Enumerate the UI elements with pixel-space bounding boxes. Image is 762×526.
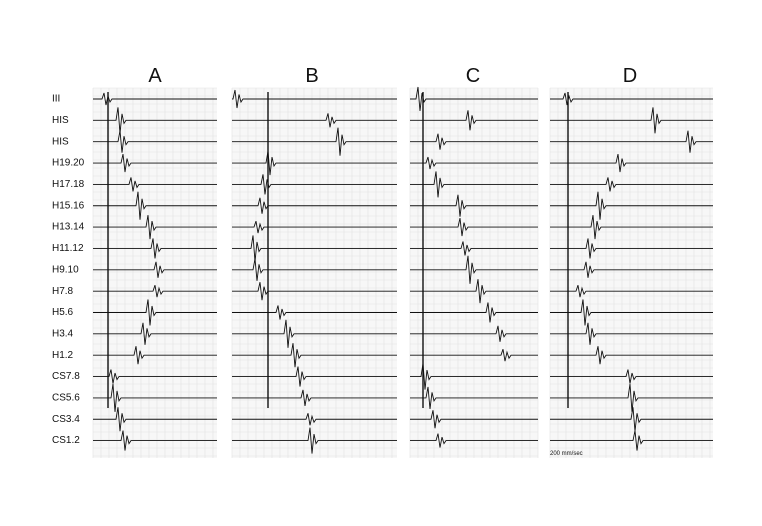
trace (410, 86, 538, 112)
channel-label: CS3.4 (52, 414, 80, 425)
trace (550, 346, 713, 365)
trace (232, 220, 397, 234)
trace (93, 107, 217, 134)
trace (93, 238, 217, 259)
channel-label: CS5.6 (52, 393, 80, 404)
channel-label: H15.16 (52, 200, 85, 211)
trace (410, 386, 538, 409)
trace (550, 369, 713, 384)
panel-label: A (148, 65, 162, 87)
trace (410, 349, 538, 362)
trace (93, 177, 217, 192)
trace (410, 171, 538, 198)
trace (410, 410, 538, 429)
trace (550, 215, 713, 240)
trace (550, 383, 713, 412)
trace (410, 218, 538, 237)
trace (232, 150, 397, 176)
trace-panel (93, 88, 217, 458)
trace (550, 299, 713, 326)
channel-label: HIS (52, 115, 69, 126)
trace (93, 153, 217, 173)
trace (410, 325, 538, 342)
channel-label: III (52, 94, 60, 105)
scale-label: 200 mm/sec (550, 451, 583, 457)
trace (93, 191, 217, 220)
trace (232, 389, 397, 406)
trace (550, 107, 713, 134)
trace (550, 285, 713, 298)
channel-label: H17.18 (52, 179, 85, 190)
trace (232, 305, 397, 320)
channel-label: CS7.8 (52, 371, 80, 382)
channel-label: H7.8 (52, 286, 74, 297)
trace (550, 191, 713, 220)
trace (410, 241, 538, 256)
channel-label: HIS (52, 136, 69, 147)
trace (93, 369, 217, 384)
trace (550, 130, 713, 153)
trace-panel (232, 88, 397, 458)
trace (410, 194, 538, 217)
panel-label: B (305, 65, 318, 87)
trace (232, 113, 397, 128)
trace (232, 427, 397, 454)
trace (410, 156, 538, 170)
trace (410, 433, 538, 448)
trace (550, 153, 713, 173)
trace (550, 322, 713, 345)
channel-label: H3.4 (52, 328, 74, 339)
trace (232, 89, 397, 109)
channel-label: CS1.2 (52, 435, 80, 446)
channel-label: H11.12 (52, 243, 84, 254)
trace (550, 177, 713, 192)
channel-label: H5.6 (52, 307, 74, 318)
trace (410, 110, 538, 131)
trace (550, 430, 713, 451)
trace (232, 235, 397, 262)
trace (410, 363, 538, 390)
trace (410, 133, 538, 150)
trace (550, 238, 713, 259)
channel-label: H13.14 (52, 222, 85, 233)
trace (550, 261, 713, 278)
trace (93, 285, 217, 298)
trace (93, 322, 217, 345)
trace (93, 430, 217, 451)
trace (93, 346, 217, 365)
trace (93, 299, 217, 326)
trace (550, 407, 713, 432)
trace (410, 255, 538, 284)
channel-label: H9.10 (52, 264, 79, 275)
panel-label: C (466, 65, 480, 87)
trace (93, 215, 217, 240)
trace (232, 366, 397, 387)
trace (232, 174, 397, 195)
trace (93, 261, 217, 278)
trace (93, 407, 217, 432)
trace (93, 383, 217, 412)
channel-label: H1.2 (52, 350, 74, 361)
channel-label: H19.20 (52, 158, 85, 169)
panel-label: D (623, 65, 637, 87)
trace (232, 127, 397, 156)
trace (410, 302, 538, 323)
trace (410, 279, 538, 304)
trace (93, 130, 217, 153)
trace (93, 92, 217, 106)
trace (232, 413, 397, 426)
trace (232, 319, 397, 348)
trace (232, 258, 397, 281)
trace (232, 343, 397, 368)
